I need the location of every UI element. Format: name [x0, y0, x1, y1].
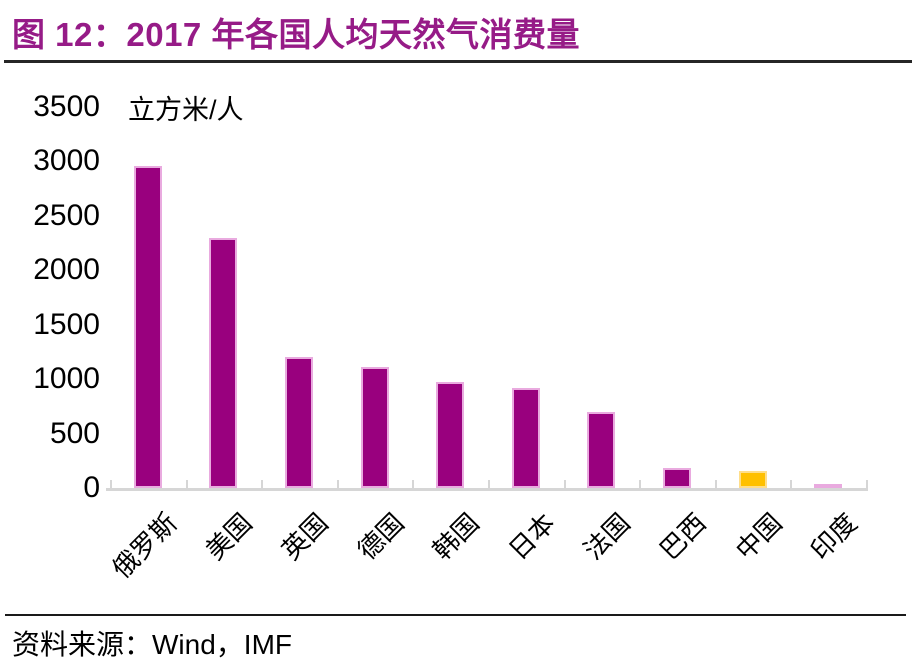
title-separator-line [4, 60, 912, 63]
y-tick-label: 3000 [33, 144, 100, 178]
x-tick-label: 美国 [200, 507, 259, 566]
y-tick-label: 2000 [33, 253, 100, 287]
bar-中国 [738, 471, 767, 488]
chart-title: 图 12：2017 年各国人均天然气消费量 [12, 16, 580, 53]
y-tick-label: 500 [49, 416, 100, 450]
y-tick-label: 2500 [33, 198, 100, 232]
bar-德国 [360, 367, 389, 488]
x-axis-tick [639, 480, 642, 491]
y-axis-unit-label: 立方米/人 [128, 95, 244, 125]
source-separator-line [5, 614, 906, 616]
bar-印度 [814, 484, 843, 488]
x-axis-tick [110, 480, 112, 491]
x-axis-tick [866, 480, 868, 491]
x-tick-label: 韩国 [426, 507, 485, 566]
x-tick-label: 日本 [502, 507, 561, 566]
bar-韩国 [436, 382, 465, 488]
bar-美国 [209, 238, 238, 488]
x-axis-tick [261, 480, 264, 491]
x-tick-label: 俄罗斯 [106, 507, 183, 584]
x-tick-label: 中国 [729, 507, 788, 566]
bar-日本 [511, 388, 540, 488]
x-tick-label: 巴西 [653, 507, 712, 566]
x-tick-label: 英国 [275, 507, 334, 566]
x-axis-tick [790, 480, 793, 491]
y-tick-label: 1500 [33, 307, 100, 341]
bar-巴西 [663, 468, 691, 488]
y-tick-label: 1000 [33, 362, 100, 396]
source-text: 资料来源：Wind，IMF [12, 629, 293, 660]
bar-英国 [285, 357, 313, 488]
y-tick-label: 0 [83, 471, 100, 504]
x-axis-tick [563, 480, 566, 491]
x-axis-line [106, 488, 868, 491]
x-axis-tick [488, 480, 490, 491]
x-axis-tick [714, 480, 717, 491]
x-axis-tick [336, 480, 339, 491]
bar-俄罗斯 [133, 166, 162, 488]
x-tick-label: 法国 [578, 507, 637, 566]
x-tick-label: 德国 [351, 507, 410, 566]
x-axis-tick [185, 480, 188, 491]
x-tick-label: 印度 [804, 507, 863, 566]
bar-法国 [587, 412, 616, 488]
y-tick-label: 3500 [33, 90, 100, 123]
x-axis-tick [412, 480, 415, 491]
